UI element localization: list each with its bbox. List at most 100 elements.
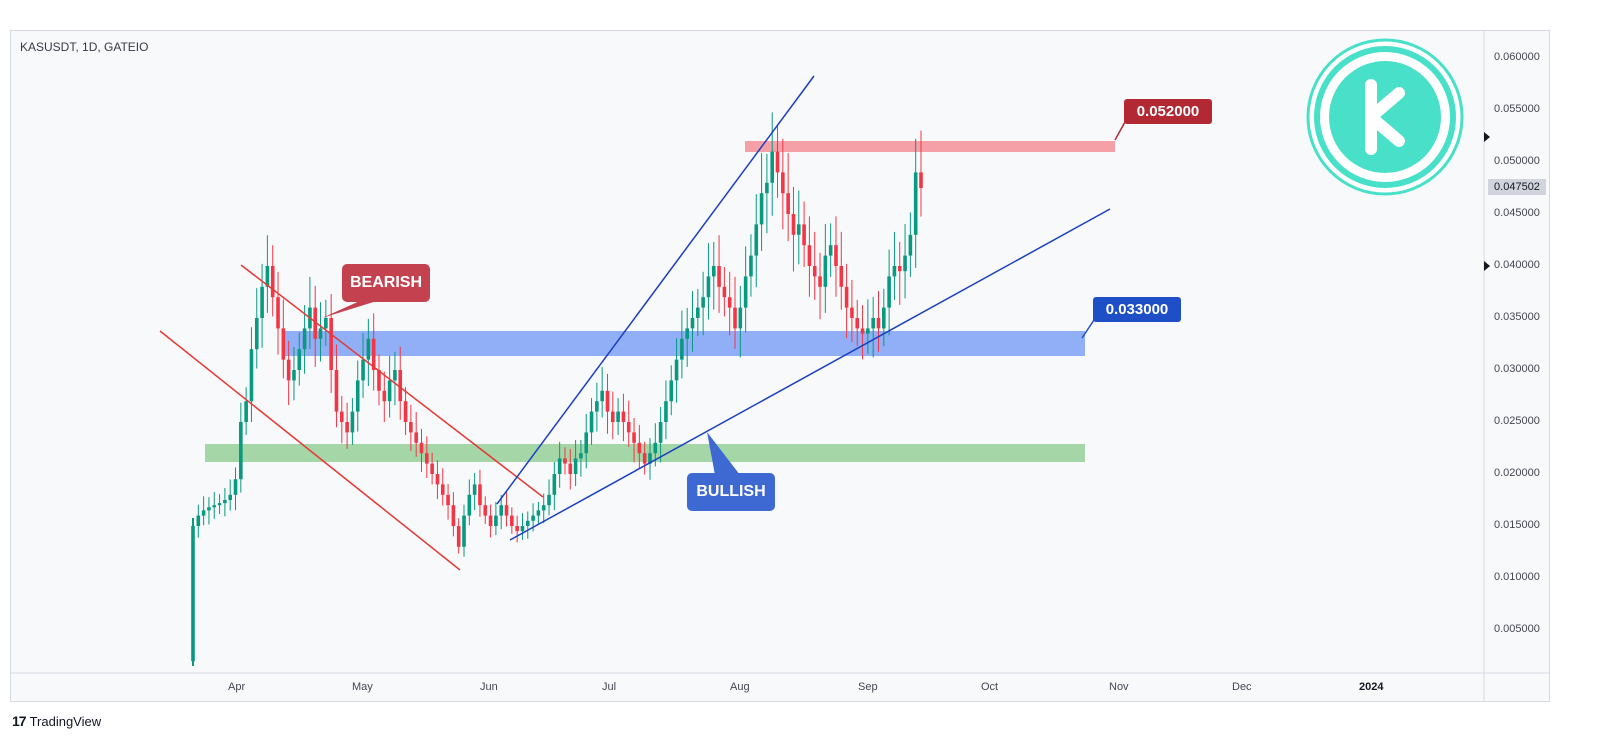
candle (903, 224, 907, 299)
candle (201, 496, 206, 526)
resistance-badge-pointer (1114, 121, 1126, 141)
resistance-zone (745, 141, 1115, 152)
candle (557, 441, 562, 488)
candle (579, 439, 583, 477)
candle (276, 271, 280, 355)
candle (254, 288, 259, 369)
candle (605, 373, 610, 434)
bearish-channel-lower[interactable] (159, 330, 461, 571)
price-tick-label: 0.035000 (1494, 311, 1540, 323)
candle (669, 365, 674, 416)
tradingview-brand: TradingView (29, 713, 102, 729)
candle (334, 344, 339, 428)
candle (722, 267, 727, 317)
candle (637, 425, 642, 469)
candle (568, 449, 573, 490)
candle (499, 494, 504, 530)
candle (589, 398, 594, 445)
candle (504, 492, 509, 527)
candle (600, 366, 604, 418)
price-marker-icon (1484, 261, 1490, 271)
tradingview-icon: 17 (12, 713, 27, 729)
bearish-channel-upper[interactable] (240, 264, 544, 498)
candle (812, 231, 817, 300)
kaspa-logo-icon (1306, 38, 1464, 196)
candle (658, 406, 663, 463)
bearish-pointer (322, 300, 380, 318)
date-tick-label: Oct (981, 681, 999, 693)
candle (462, 504, 466, 557)
candle (414, 411, 418, 457)
candle (908, 212, 913, 277)
price-tick-label: 0.045000 (1494, 207, 1540, 219)
candle (398, 346, 403, 420)
candle (483, 496, 488, 524)
price-tick-label: 0.055000 (1494, 103, 1540, 115)
candle (759, 153, 764, 251)
candle (711, 241, 716, 310)
candle (621, 393, 626, 442)
candle (807, 216, 812, 297)
candle (547, 479, 551, 516)
price-tick-label: 0.005000 (1494, 623, 1540, 635)
candle (302, 305, 307, 374)
candle (823, 224, 828, 313)
candle (536, 501, 541, 524)
candle (781, 138, 785, 230)
candle (525, 511, 530, 539)
candle (467, 479, 472, 526)
bullish-channel-upper[interactable] (496, 75, 815, 505)
bullish-trendline[interactable] (509, 208, 1111, 541)
candle (488, 504, 493, 538)
candle (403, 387, 408, 435)
support-zone (284, 331, 1085, 356)
candle (680, 310, 684, 379)
candle (642, 441, 647, 475)
candle (239, 402, 243, 493)
candle (834, 216, 838, 297)
candle (876, 291, 881, 352)
date-tick-label: Nov (1109, 681, 1129, 693)
bullish-callout: BULLISH (687, 473, 775, 511)
price-tick-label: 0.010000 (1494, 571, 1540, 583)
candle (350, 398, 355, 445)
candle (765, 153, 769, 234)
candle (770, 112, 775, 216)
candle (775, 125, 780, 198)
candle (685, 307, 689, 367)
candle (440, 468, 445, 506)
candle (844, 263, 849, 339)
date-tick-label: 2024 (1359, 681, 1384, 693)
candle (494, 501, 498, 536)
candle (706, 243, 711, 320)
candle (584, 413, 589, 469)
date-tick-label: Aug (730, 681, 750, 693)
candle (425, 436, 429, 479)
date-tick-label: Jun (480, 681, 498, 693)
price-tick-label: 0.015000 (1494, 519, 1540, 531)
candle (892, 231, 897, 300)
candle (265, 235, 270, 313)
candle (610, 391, 615, 440)
candle (223, 487, 227, 517)
candle (733, 276, 737, 349)
candle (860, 305, 865, 360)
date-tick-label: Sep (858, 681, 878, 693)
date-tick-label: Dec (1232, 681, 1252, 693)
candle (435, 460, 440, 500)
candle (313, 285, 318, 367)
candle (382, 371, 387, 422)
candle (749, 234, 753, 297)
candle (616, 398, 620, 435)
candle (329, 293, 333, 394)
candle (361, 333, 365, 398)
candle (754, 194, 759, 288)
price-chart[interactable] (11, 31, 1549, 701)
candle (292, 346, 296, 401)
candle (345, 402, 349, 449)
support-price-badge: 0.033000 (1093, 297, 1181, 322)
support-badge-pointer (1081, 319, 1095, 339)
candle (828, 223, 833, 277)
date-tick-label: Jul (602, 681, 617, 693)
candle (196, 504, 201, 538)
